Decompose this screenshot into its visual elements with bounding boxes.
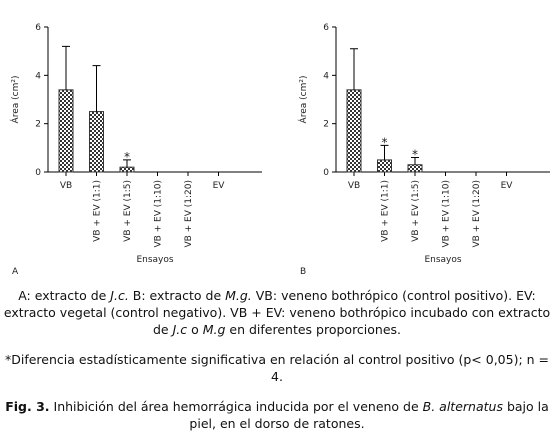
bar <box>119 166 135 173</box>
caption-text: M.g. <box>225 288 252 303</box>
x-tick-label: VB + EV (1:1) <box>381 180 391 242</box>
x-tick-label: VB + EV (1:1) <box>93 180 103 242</box>
x-axis-label: Ensayos <box>424 255 461 265</box>
error-bar <box>380 144 389 160</box>
y-tick-label: 4 <box>323 71 329 81</box>
caption-paragraph: Fig. 3. Inhibición del área hemorrágica … <box>0 398 554 432</box>
error-bar <box>350 48 358 90</box>
caption-text: M.g <box>202 322 226 337</box>
bar <box>58 89 74 173</box>
x-tick-label: VB + EV (1:20) <box>472 180 482 248</box>
error-bar <box>92 65 101 112</box>
y-tick-label: 2 <box>35 120 41 130</box>
caption-text: B. alternatus <box>422 399 503 414</box>
caption-text: en diferentes proporciones. <box>225 322 402 337</box>
significance-mark: * <box>382 135 388 149</box>
caption-text: *Diferencia estadísticamente significati… <box>4 352 550 384</box>
y-tick-label: 4 <box>35 71 41 81</box>
significance-mark: * <box>124 150 130 164</box>
x-tick-label: EV <box>213 181 226 191</box>
caption-text: A: extracto de <box>18 288 111 303</box>
caption-text: bajo la piel, en el dorso de ratones. <box>189 399 549 431</box>
y-tick-label: 0 <box>323 168 329 178</box>
error-bar <box>123 159 131 168</box>
y-tick-label: 6 <box>323 23 329 33</box>
caption-text: VB: veneno bothrópico (control positivo)… <box>3 288 551 337</box>
caption-text: J.c. <box>110 288 129 303</box>
caption: A: extracto de J.c. B: extracto de M.g. … <box>0 287 554 434</box>
significance-mark: * <box>412 148 418 162</box>
error-bar <box>411 157 419 165</box>
bar <box>407 164 423 173</box>
panel-label: A <box>12 267 19 277</box>
bar <box>377 159 392 173</box>
caption-text: Inhibición del área hemorrágica inducida… <box>49 399 423 414</box>
y-axis-label: Área (cm²) <box>297 76 309 124</box>
x-tick-label: VB <box>60 181 72 191</box>
y-tick-label: 2 <box>323 120 329 130</box>
bar <box>346 89 362 173</box>
x-axis-label: Ensayos <box>136 255 173 265</box>
caption-paragraph: A: extracto de J.c. B: extracto de M.g. … <box>0 287 554 338</box>
caption-text: Fig. 3. <box>5 399 50 414</box>
bar <box>89 111 104 173</box>
x-tick-label: VB + EV (1:5) <box>123 180 133 242</box>
y-tick-label: 0 <box>35 168 41 178</box>
x-tick-label: VB + EV (1:10) <box>154 180 164 248</box>
x-tick-label: VB + EV (1:5) <box>411 180 421 242</box>
caption-paragraph: *Diferencia estadísticamente significati… <box>0 351 554 385</box>
charts: 0 2 4 6 Área (cm²) Ensayos A VB VB + EV (1:1) VB … <box>9 23 550 277</box>
x-tick-label: VB + EV (1:20) <box>184 180 194 248</box>
x-tick-label: EV <box>501 181 514 191</box>
caption-text: J.c <box>172 322 188 337</box>
y-tick-label: 6 <box>35 23 41 33</box>
caption-text: B: extracto de <box>128 288 226 303</box>
y-axis-label: Área (cm²) <box>9 76 21 124</box>
x-tick-label: VB <box>348 181 360 191</box>
caption-text: o <box>187 322 203 337</box>
x-tick-label: VB + EV (1:10) <box>442 180 452 248</box>
error-bar <box>62 45 70 90</box>
panel-label: B <box>300 267 306 277</box>
